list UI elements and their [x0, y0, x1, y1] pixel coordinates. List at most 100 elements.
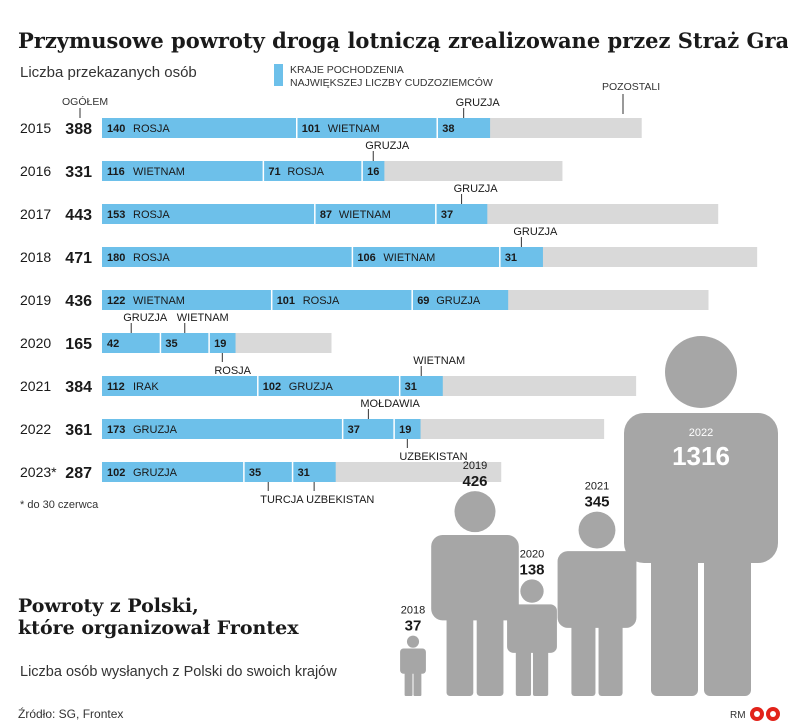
figure-value: 426 [462, 473, 487, 490]
frontex-subtitle: Liczba osób wysłanych z Polski do swoich… [20, 664, 337, 680]
bar-row-2017: 2017 443 153 ROSJA 87 WIETNAM 37 GRUZJA [20, 183, 719, 224]
segment-country: GRUZJA [133, 424, 178, 436]
figure-year: 2019 [463, 460, 487, 472]
figure-head [406, 635, 420, 648]
segment-value: 102 [107, 467, 125, 479]
segment-value: 101 [277, 295, 295, 307]
figure-leg-right [476, 615, 504, 696]
year-label: 2020 [20, 335, 51, 351]
figure-head [665, 336, 737, 408]
legend-label-origin: KRAJE POCHODZENIA NAJWIĘKSZEJ LICZBY CUD… [290, 64, 493, 89]
segment-value: 69 [417, 295, 429, 307]
year-label: 2022 [20, 421, 51, 437]
segment-value: 122 [107, 295, 125, 307]
bar-segment [271, 290, 413, 310]
segment-value: 71 [268, 166, 280, 178]
bar-segment [437, 118, 491, 138]
segment-value: 180 [107, 252, 125, 264]
figure-2022: 2022 1316 [624, 336, 778, 696]
total-value: 388 [65, 121, 92, 138]
bar-segment [296, 118, 438, 138]
figure-body [507, 604, 557, 653]
figure-value: 1316 [672, 441, 730, 471]
segment-value: 37 [348, 424, 360, 436]
year-label: 2018 [20, 249, 51, 265]
segment-country: GRUZJA [365, 140, 410, 152]
segment-country: ROSJA [133, 209, 170, 221]
total-value: 436 [65, 293, 92, 310]
segment-country: GRUZJA [123, 312, 168, 324]
year-label: 2017 [20, 206, 51, 222]
segment-country: GRUZJA [436, 295, 481, 307]
total-value: 471 [65, 250, 92, 267]
bar-row-2023: 2023* 287 102 GRUZJA 35 TURCJA 31 UZBEKISTAN [20, 462, 502, 506]
bar-segment [362, 161, 385, 181]
bar-segment [160, 333, 210, 353]
bar-row-2019: 2019 436 122 WIETNAM 101 ROSJA 69 GRUZJA [20, 290, 709, 310]
bar-segment [292, 462, 336, 482]
segment-value: 16 [367, 166, 379, 178]
segment-country: IRAK [133, 381, 159, 393]
segment-country: WIETNAM [383, 252, 435, 264]
segment-country: ROSJA [287, 166, 324, 178]
segment-country: GRUZJA [133, 467, 178, 479]
source-note: Źródło: SG, Frontex [18, 706, 123, 721]
segment-value: 35 [165, 338, 177, 350]
figure-body [624, 413, 778, 563]
figure-leg-right [413, 672, 422, 696]
segment-value: 153 [107, 209, 125, 221]
bar-segment [102, 419, 343, 439]
figure-body [557, 551, 637, 628]
figure-leg-right [598, 623, 623, 696]
year-label: 2016 [20, 163, 51, 179]
segment-country: WIETNAM [177, 312, 229, 324]
figure-leg-left [404, 672, 413, 696]
chart-title: Przymusowe powroty drogą lotniczą zreali… [18, 28, 788, 53]
figure-leg-left [446, 615, 474, 696]
total-column-header: OGÓŁEM [62, 95, 108, 108]
figure-head [578, 511, 616, 549]
segment-value: 173 [107, 424, 125, 436]
bar-segment [399, 376, 443, 396]
bar-segment [352, 247, 500, 267]
segment-country: ROSJA [133, 123, 170, 135]
segment-value: 87 [320, 209, 332, 221]
segment-country: WIETNAM [328, 123, 380, 135]
segment-value: 31 [298, 467, 310, 479]
bar-segment [102, 204, 315, 224]
figure-value: 37 [405, 618, 422, 635]
segment-value: 37 [441, 209, 453, 221]
segment-value: 31 [405, 381, 417, 393]
bar-segment [102, 462, 244, 482]
segment-country: WIETNAM [133, 166, 185, 178]
year-label: 2021 [20, 378, 51, 394]
publisher-logo [750, 707, 780, 721]
bar-segment [102, 118, 297, 138]
figure-leg-left [515, 650, 532, 696]
bar-segment [102, 247, 353, 267]
total-value: 287 [65, 465, 92, 482]
bar-segment [102, 290, 272, 310]
stacked-bars: 2015 388 140 ROSJA 101 WIETNAM 38 GRUZJA 2016 331… [20, 97, 758, 506]
bar-segment [499, 247, 543, 267]
total-value: 443 [65, 207, 92, 224]
total-value: 165 [65, 336, 92, 353]
total-value: 384 [65, 379, 92, 396]
segment-country: MOŁDAWIA [360, 398, 420, 410]
bar-segment [314, 204, 436, 224]
segment-value: 102 [263, 381, 281, 393]
year-label: 2015 [20, 120, 51, 136]
bar-segment [102, 376, 258, 396]
bar-segment [257, 376, 400, 396]
figure-year: 2018 [401, 605, 425, 617]
segment-value: 42 [107, 338, 119, 350]
footnote: * do 30 czerwca [20, 499, 99, 511]
segment-country: WIETNAM [133, 295, 185, 307]
bar-row-2020: 2020 165 42 GRUZJA 35 WIETNAM 19 ROSJA [20, 312, 332, 377]
frontex-title: Powroty z Polski, które organizował Fron… [18, 595, 299, 639]
figure-year: 2022 [689, 427, 713, 439]
